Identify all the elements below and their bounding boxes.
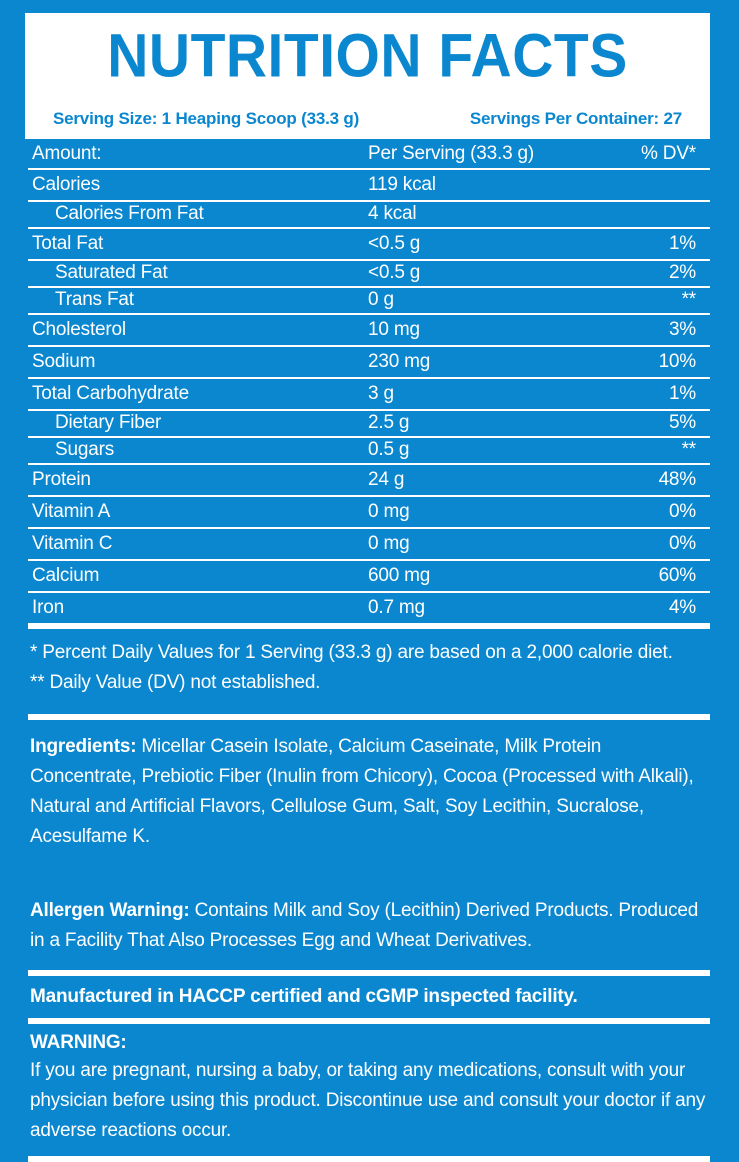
allergen-paragraph: Allergen Warning: Contains Milk and Soy … [28,884,710,970]
column-header-amount: Amount: [32,143,102,164]
nutrient-dv: 1% [668,233,696,254]
nutrient-name: Total Fat [32,233,104,254]
serving-size: Serving Size: 1 Heaping Scoop (33.3 g) [53,109,360,128]
ingredients-label: Ingredients: [30,736,137,757]
nutrient-amount: 119 kcal [368,174,436,195]
footnote-daily-values: * Percent Daily Values for 1 Serving (33… [30,642,673,663]
nutrient-dv: 5% [668,412,696,433]
nutrient-row: Calories 119 kcal [28,168,710,200]
nutrient-row: Trans Fat 0 g ** [28,286,710,313]
ingredients-text: Micellar Casein Isolate, Calcium Caseina… [30,736,694,847]
nutrient-amount: 24 g [368,469,405,490]
nutrient-amount: <0.5 g [368,233,421,254]
table-body: Calories 119 kcal Calories From Fat 4 kc… [28,168,710,623]
nutrient-dv: 3% [668,319,696,340]
nutrient-row: Protein 24 g 48% [28,463,710,495]
nutrient-row: Calories From Fat 4 kcal [28,200,710,227]
nutrient-dv: 1% [668,383,696,404]
nutrient-amount: 600 mg [368,565,431,586]
nutrient-dv: 0% [668,533,696,554]
nutrient-dv: 10% [658,351,697,372]
nutrient-name: Sodium [32,351,96,372]
nutrient-amount: 10 mg [368,319,420,340]
nutrient-amount: 4 kcal [368,203,417,224]
footnotes: * Percent Daily Values for 1 Serving (33… [28,629,710,714]
table-header-row: Amount: Per Serving (33.3 g) % DV* [28,141,710,168]
nutrient-amount: 230 mg [368,351,431,372]
nutrient-dv: 48% [658,469,697,490]
nutrient-row: Total Fat <0.5 g 1% [28,227,710,259]
nutrient-dv: ** [681,289,697,310]
divider-after-table [28,623,710,629]
nutrient-row: Sugars 0.5 g ** [28,436,710,463]
servings-per-container: Servings Per Container: 27 [469,109,682,128]
nutrient-row: Iron 0.7 mg 4% [28,591,710,623]
nutrient-amount: 0 mg [368,533,410,554]
ingredients-paragraph: Ingredients: Micellar Casein Isolate, Ca… [28,720,710,866]
warning-label: WARNING: [30,1032,127,1053]
nutrient-name: Protein [32,469,91,490]
nutrient-row: Calcium 600 mg 60% [28,559,710,591]
nutrient-row: Vitamin C 0 mg 0% [28,527,710,559]
nutrient-amount: 0.7 mg [368,597,425,618]
warning-text: If you are pregnant, nursing a baby, or … [30,1060,706,1141]
divider-after-warning [28,1156,710,1162]
nutrient-amount: 0 mg [368,501,410,522]
nutrient-name: Total Carbohydrate [32,383,189,404]
page-title: NUTRITION FACTS [107,21,628,91]
nutrient-row: Saturated Fat <0.5 g 2% [28,259,710,286]
nutrient-name: Dietary Fiber [55,412,162,433]
serving-info-row: Serving Size: 1 Heaping Scoop (33.3 g) S… [53,109,682,129]
manufactured-statement: Manufactured in HACCP certified and cGMP… [30,986,578,1007]
allergen-label: Allergen Warning: [30,900,190,921]
header-box: NUTRITION FACTS Serving Size: 1 Heaping … [25,13,710,139]
nutrient-amount: 0 g [368,289,394,310]
nutrient-row: Vitamin A 0 mg 0% [28,495,710,527]
nutrient-name: Sugars [55,439,115,460]
nutrient-name: Iron [32,597,64,618]
nutrient-name: Calories From Fat [55,203,204,224]
column-header-per-serving: Per Serving (33.3 g) [368,143,535,164]
nutrient-name: Calories [32,174,101,195]
nutrient-dv: 2% [668,262,696,283]
nutrient-dv: 0% [668,501,696,522]
nutrient-amount: 2.5 g [368,412,410,433]
nutrient-dv: ** [681,439,697,460]
divider-after-allergen [28,970,710,976]
nutrient-amount: 3 g [368,383,394,404]
column-header-dv: % DV* [641,143,696,164]
nutrient-dv: 4% [668,597,696,618]
nutrient-amount: <0.5 g [368,262,421,283]
nutrient-amount: 0.5 g [368,439,410,460]
divider-after-footnotes [28,714,710,720]
nutrient-name: Vitamin C [32,533,113,554]
nutrient-row: Dietary Fiber 2.5 g 5% [28,409,710,436]
nutrient-name: Cholesterol [32,319,126,340]
allergen-text: Contains Milk and Soy (Lecithin) Derived… [30,900,699,951]
nutrient-row: Total Carbohydrate 3 g 1% [28,377,710,409]
nutrient-row: Sodium 230 mg 10% [28,345,710,377]
nutrient-name: Trans Fat [55,289,134,310]
nutrition-label: NUTRITION FACTS Serving Size: 1 Heaping … [0,13,739,1162]
footnote-not-established: ** Daily Value (DV) not established. [30,672,321,693]
nutrient-row: Cholesterol 10 mg 3% [28,313,710,345]
nutrient-name: Saturated Fat [55,262,168,283]
nutrient-table: Amount: Per Serving (33.3 g) % DV* Calor… [28,141,710,1162]
nutrient-dv: 60% [658,565,697,586]
nutrient-name: Calcium [32,565,100,586]
nutrient-name: Vitamin A [32,501,111,522]
